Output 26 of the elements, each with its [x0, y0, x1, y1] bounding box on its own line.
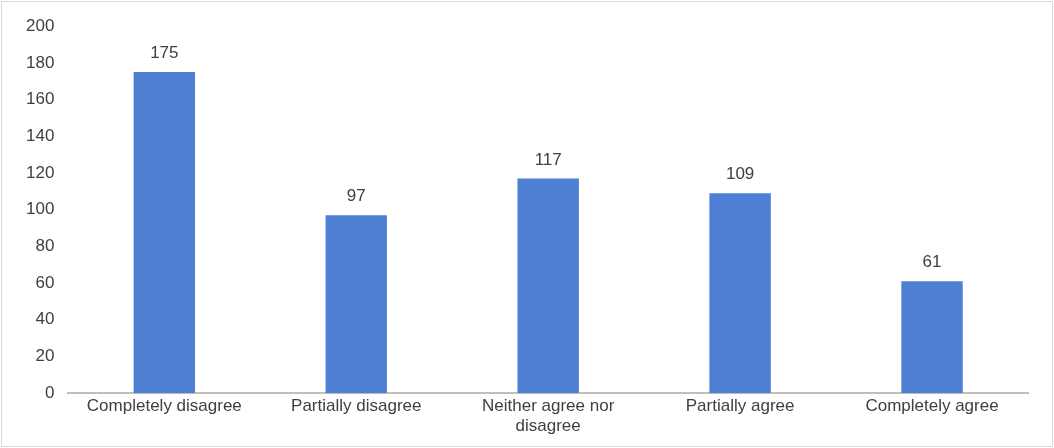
- bar: [325, 215, 387, 394]
- data-label: 117: [534, 149, 562, 169]
- y-tick-label: 140: [25, 125, 55, 145]
- y-tick-label: 40: [35, 309, 55, 329]
- bar: [901, 281, 963, 394]
- y-tick-label: 100: [25, 199, 55, 219]
- data-label: 109: [725, 164, 755, 184]
- x-tick-label: Completely agree: [865, 396, 999, 416]
- y-tick-label: 0: [44, 382, 55, 402]
- x-tick-label: Partially agree: [685, 396, 795, 416]
- y-tick-label: 20: [35, 346, 55, 366]
- y-tick-label: 120: [25, 162, 55, 182]
- data-label: 175: [150, 43, 179, 63]
- bar: [709, 193, 771, 394]
- x-tick-label: Completely disagree: [86, 396, 242, 416]
- data-label: 97: [346, 186, 366, 206]
- y-tick-label: 160: [25, 89, 55, 109]
- bar: [133, 72, 196, 394]
- y-tick-label: 60: [35, 272, 55, 292]
- data-label: 61: [922, 252, 942, 272]
- bar: [517, 178, 579, 394]
- y-tick-label: 80: [35, 236, 55, 256]
- y-tick-label: 180: [25, 52, 55, 72]
- x-tick-label: Neither agree nor disagree: [482, 396, 615, 436]
- y-tick-label: 200: [25, 15, 55, 35]
- x-tick-label: Partially disagree: [291, 396, 422, 416]
